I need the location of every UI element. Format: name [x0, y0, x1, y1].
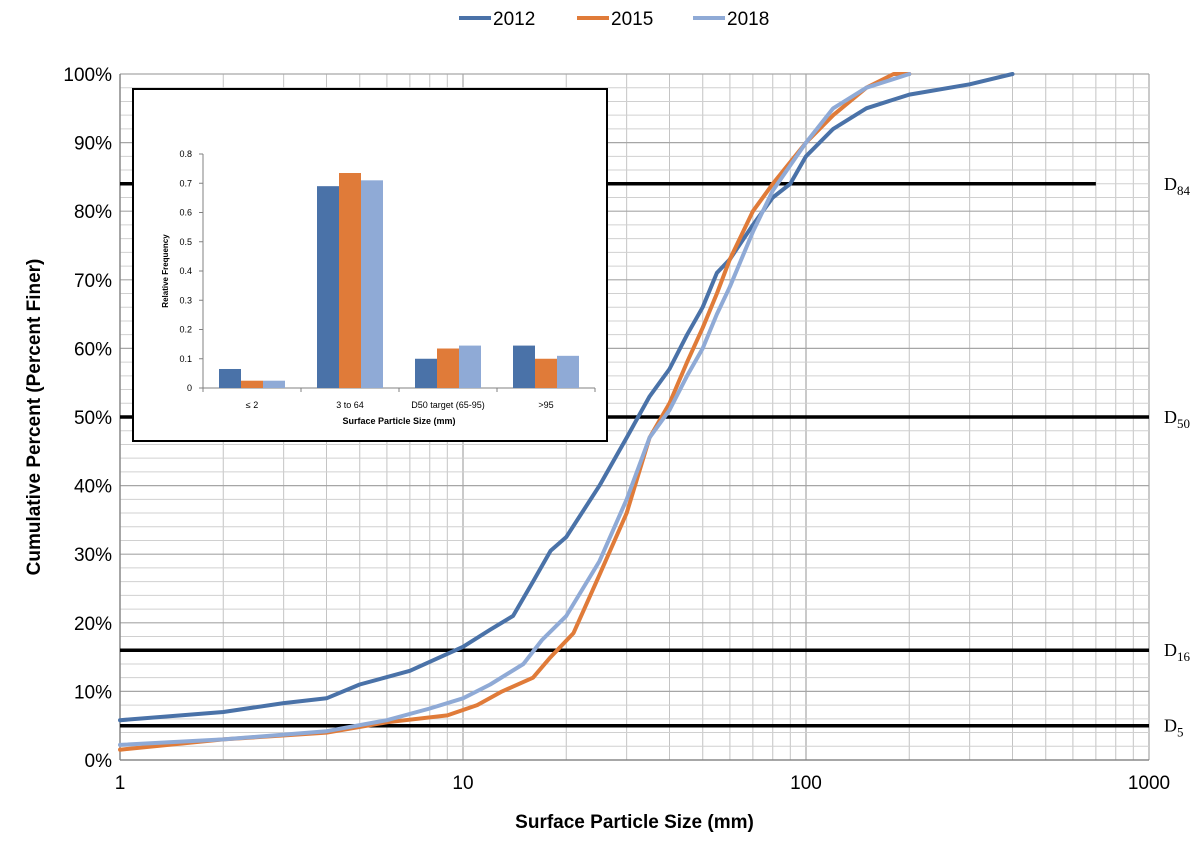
inset-y-tick-label: 0: [187, 383, 192, 393]
inset-bar-2012: [219, 368, 241, 388]
inset-bar-2015: [339, 173, 361, 388]
inset-y-tick-label: 0.3: [179, 295, 192, 305]
inset-bar-2012: [317, 186, 339, 388]
legend-label: 2015: [611, 9, 653, 30]
inset-bar-2015: [535, 358, 557, 388]
reference-label: D5: [1164, 716, 1184, 740]
legend: 2012 2015 2018: [459, 9, 769, 30]
reference-label-main: D: [1164, 174, 1177, 194]
reference-label: D50: [1164, 407, 1190, 431]
inset-y-tick-label: 0.6: [179, 208, 192, 218]
reference-label: D84: [1164, 174, 1191, 198]
x-tick-label: 1: [115, 773, 126, 794]
reference-label-subscript: 50: [1177, 416, 1190, 431]
y-tick-label: 0%: [85, 751, 113, 772]
inset-bar-2015: [437, 348, 459, 388]
inset-y-tick-label: 0.4: [179, 266, 192, 276]
inset-category-label: ≤ 2: [246, 400, 258, 410]
inset-bar-2012: [513, 345, 535, 388]
reference-label: D16: [1164, 640, 1191, 664]
main-axes: 0% 10% 20% 30% 40% 50% 60% 70% 80% 90% 100% 1 10 100 1…: [24, 65, 1170, 833]
x-tick-label: 100: [790, 773, 822, 794]
inset-y-axis-title: Relative Frequency: [161, 234, 170, 308]
inset-category-label: 3 to 64: [336, 400, 364, 410]
inset-category-label: >95: [538, 400, 553, 410]
reference-label-main: D: [1164, 640, 1177, 660]
y-tick-label: 90%: [74, 134, 112, 155]
inset-category-label: D50 target (65-95): [411, 400, 485, 410]
y-tick-label: 80%: [74, 202, 112, 223]
y-tick-label: 70%: [74, 271, 112, 292]
y-tick-label: 60%: [74, 339, 112, 360]
inset-y-tick-label: 0.1: [179, 354, 192, 364]
inset-bar-chart: 0 0.1 0.2 0.3 0.4 0.5 0.6 0.7 0.8 ≤ 2 3 to 64 D50 t…: [132, 88, 608, 442]
reference-label-main: D: [1164, 407, 1177, 427]
y-tick-label: 100%: [63, 65, 112, 86]
x-axis-title: Surface Particle Size (mm): [515, 812, 754, 833]
reference-label-subscript: 16: [1177, 649, 1191, 664]
legend-label: 2018: [727, 9, 769, 30]
inset-bar-2018: [459, 345, 481, 388]
reference-label-main: D: [1164, 716, 1177, 736]
inset-x-axis-title: Surface Particle Size (mm): [342, 416, 455, 426]
y-tick-label: 50%: [74, 408, 112, 429]
series-line-2012: [118, 72, 1015, 723]
reference-label-subscript: 84: [1177, 183, 1191, 198]
inset-bar-2018: [361, 180, 383, 388]
y-axis-title: Cumulative Percent (Percent Finer): [24, 259, 45, 576]
inset-bar-2015: [241, 380, 263, 388]
y-tick-label: 20%: [74, 614, 112, 635]
x-tick-label: 10: [452, 773, 473, 794]
main-series-lines: [118, 72, 1015, 752]
y-tick-label: 10%: [74, 682, 112, 703]
inset-bar-2012: [415, 358, 437, 388]
inset-y-tick-label: 0.5: [179, 237, 192, 247]
inset-bar-2018: [263, 380, 285, 388]
series-line-2018: [118, 72, 912, 747]
legend-label: 2012: [493, 9, 535, 30]
x-tick-label: 1000: [1128, 773, 1170, 794]
y-tick-label: 30%: [74, 545, 112, 566]
inset-bar-2018: [557, 355, 579, 388]
inset-y-tick-label: 0.8: [179, 149, 192, 159]
inset-y-tick-label: 0.7: [179, 178, 192, 188]
inset-y-tick-label: 0.2: [179, 325, 192, 335]
reference-label-subscript: 5: [1177, 725, 1184, 740]
y-tick-label: 40%: [74, 477, 112, 498]
